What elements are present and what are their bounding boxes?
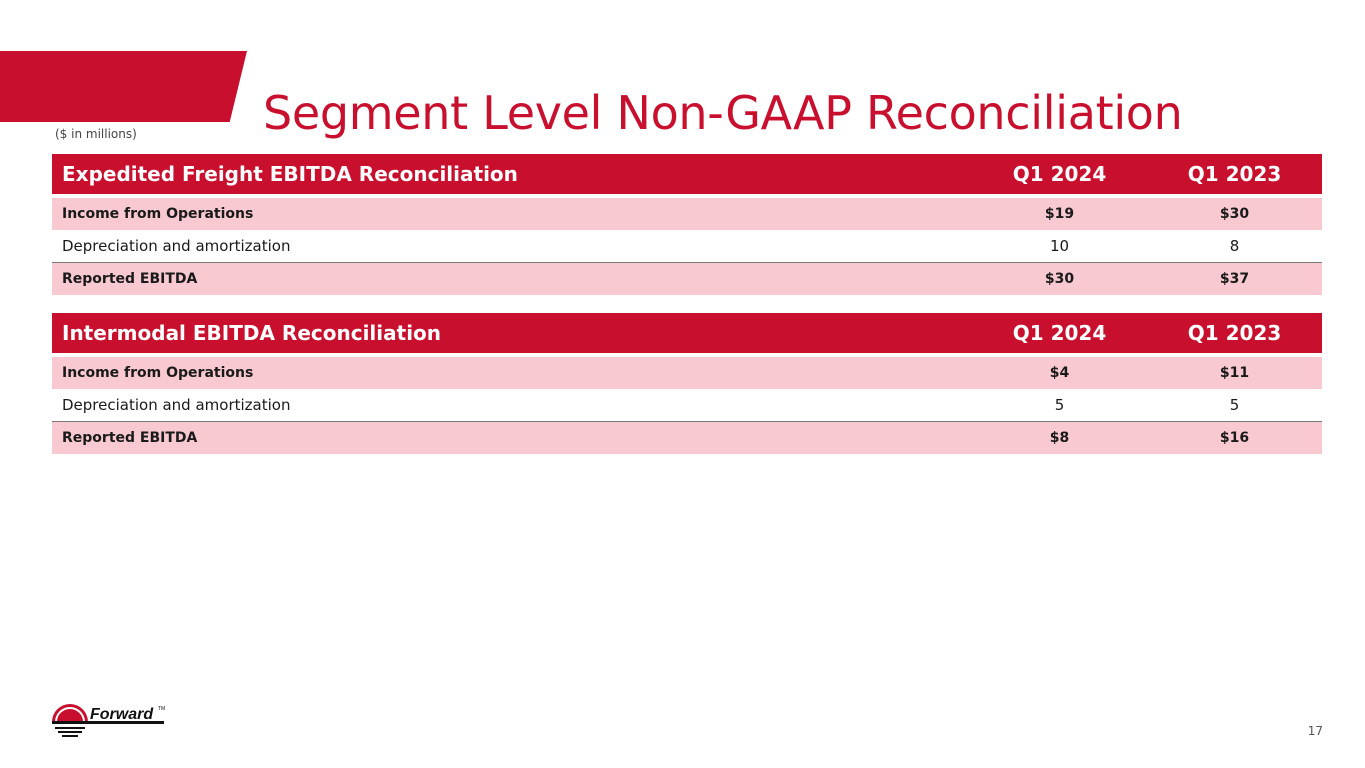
logo-wordmark: Forward	[90, 706, 154, 723]
table-spacer	[52, 194, 1322, 198]
units-note: ($ in millions)	[55, 127, 137, 141]
table-header-row: Expedited Freight EBITDA Reconciliation …	[52, 154, 1322, 194]
page-number: 17	[1307, 724, 1323, 738]
column-header-q1-2023: Q1 2023	[1147, 154, 1322, 194]
cell-q1-2023: $16	[1147, 421, 1322, 454]
cell-q1-2024: 5	[972, 389, 1147, 422]
expedited-freight-ebitda-table: Expedited Freight EBITDA Reconciliation …	[52, 154, 1322, 295]
cell-q1-2024: $8	[972, 421, 1147, 454]
cell-q1-2024: $19	[972, 198, 1147, 230]
table-spacer	[52, 353, 1322, 357]
intermodal-ebitda-table: Intermodal EBITDA Reconciliation Q1 2024…	[52, 313, 1322, 454]
row-label: Income from Operations	[52, 198, 972, 230]
table-row-income-from-operations: Income from Operations $19 $30	[52, 198, 1322, 230]
logo-trademark: TM	[158, 706, 165, 712]
table-row-income-from-operations: Income from Operations $4 $11	[52, 357, 1322, 389]
column-header-q1-2024: Q1 2024	[972, 154, 1147, 194]
table-header-row: Intermodal EBITDA Reconciliation Q1 2024…	[52, 313, 1322, 353]
row-label: Depreciation and amortization	[52, 230, 972, 263]
table-row-depreciation: Depreciation and amortization 5 5	[52, 389, 1322, 422]
cell-q1-2023: $11	[1147, 357, 1322, 389]
cell-q1-2024: $30	[972, 262, 1147, 295]
forward-logo-icon: Forward TM	[52, 704, 165, 737]
row-label: Reported EBITDA	[52, 262, 972, 295]
row-label: Reported EBITDA	[52, 421, 972, 454]
table-title: Expedited Freight EBITDA Reconciliation	[52, 154, 972, 194]
row-label: Income from Operations	[52, 357, 972, 389]
cell-q1-2024: 10	[972, 230, 1147, 263]
table-title: Intermodal EBITDA Reconciliation	[52, 313, 972, 353]
column-header-q1-2023: Q1 2023	[1147, 313, 1322, 353]
cell-q1-2024: $4	[972, 357, 1147, 389]
table-row-reported-ebitda: Reported EBITDA $8 $16	[52, 421, 1322, 454]
cell-q1-2023: 8	[1147, 230, 1322, 263]
cell-q1-2023: $37	[1147, 262, 1322, 295]
table-row-reported-ebitda: Reported EBITDA $30 $37	[52, 262, 1322, 295]
cell-q1-2023: $30	[1147, 198, 1322, 230]
row-label: Depreciation and amortization	[52, 389, 972, 422]
title-accent-band	[0, 51, 247, 122]
page-title: Segment Level Non-GAAP Reconciliation	[263, 85, 1183, 140]
column-header-q1-2024: Q1 2024	[972, 313, 1147, 353]
table-row-depreciation: Depreciation and amortization 10 8	[52, 230, 1322, 263]
cell-q1-2023: 5	[1147, 389, 1322, 422]
